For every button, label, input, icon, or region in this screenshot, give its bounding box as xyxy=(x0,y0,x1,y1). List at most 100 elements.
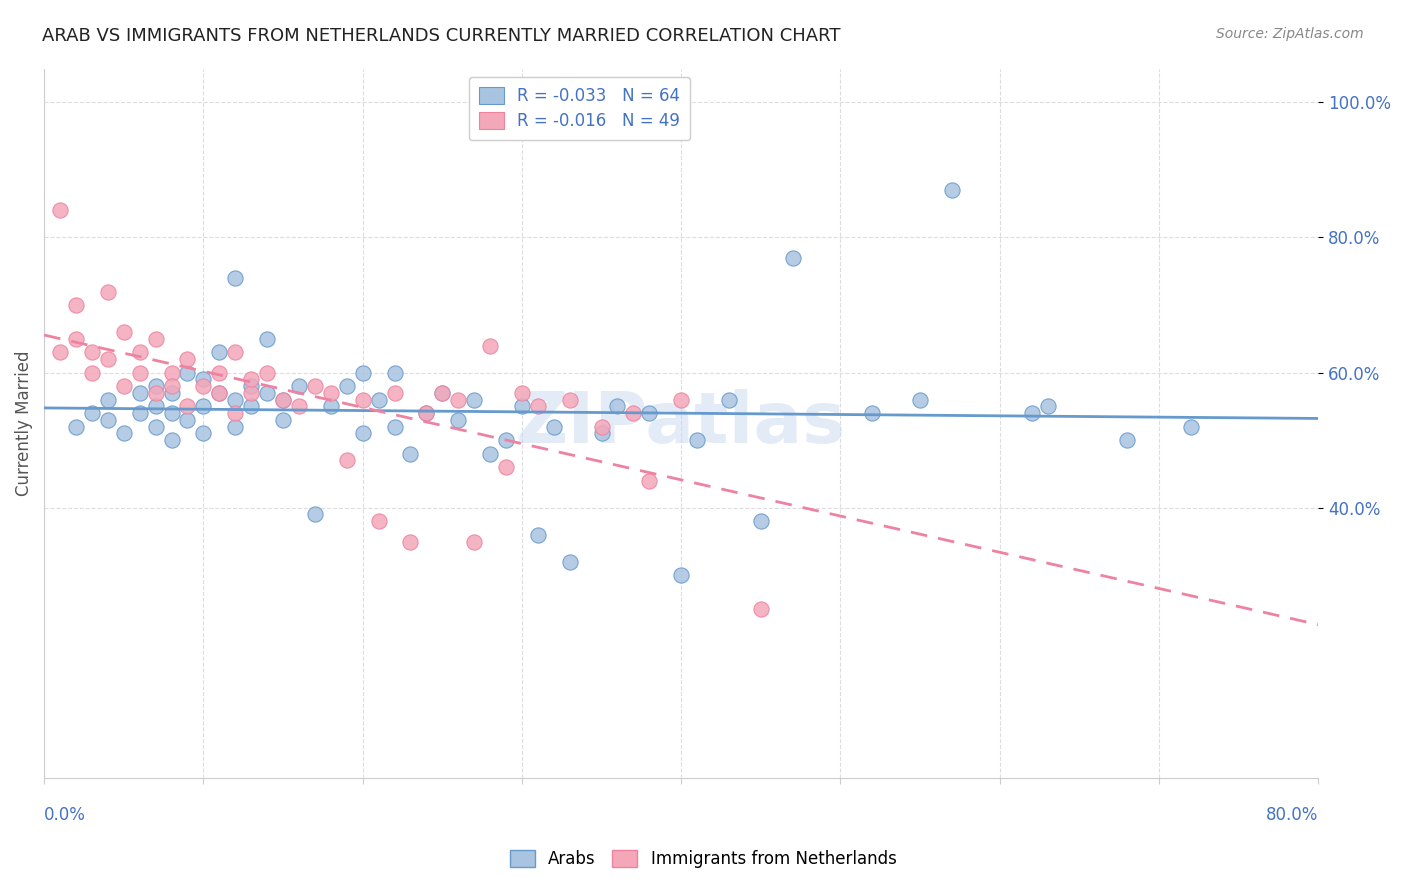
Point xyxy=(49,203,72,218)
Point xyxy=(224,271,246,285)
Point xyxy=(112,379,135,393)
Point xyxy=(240,372,263,386)
Point xyxy=(304,379,326,393)
Point xyxy=(558,555,581,569)
Point xyxy=(352,366,374,380)
Point xyxy=(97,392,120,407)
Point xyxy=(591,426,613,441)
Point xyxy=(256,332,278,346)
Point xyxy=(145,332,167,346)
Point xyxy=(941,183,963,197)
Point xyxy=(49,345,72,359)
Point xyxy=(128,366,150,380)
Point xyxy=(384,366,406,380)
Text: Source: ZipAtlas.com: Source: ZipAtlas.com xyxy=(1216,27,1364,41)
Text: ZIPatlas: ZIPatlas xyxy=(516,389,846,458)
Point xyxy=(415,406,437,420)
Point xyxy=(352,426,374,441)
Point xyxy=(193,400,215,414)
Point xyxy=(271,413,294,427)
Point xyxy=(208,385,231,400)
Point xyxy=(176,400,198,414)
Point xyxy=(463,534,485,549)
Point xyxy=(65,332,87,346)
Point xyxy=(256,385,278,400)
Point xyxy=(908,392,931,407)
Point xyxy=(543,419,565,434)
Point xyxy=(384,419,406,434)
Point xyxy=(288,400,311,414)
Point xyxy=(224,392,246,407)
Point xyxy=(240,400,263,414)
Point xyxy=(749,514,772,528)
Point xyxy=(176,352,198,367)
Point xyxy=(128,345,150,359)
Point xyxy=(80,406,103,420)
Point xyxy=(447,392,470,407)
Point xyxy=(256,366,278,380)
Point xyxy=(97,352,120,367)
Point xyxy=(336,453,359,467)
Point xyxy=(160,379,183,393)
Point xyxy=(160,366,183,380)
Point xyxy=(749,602,772,616)
Point xyxy=(319,400,342,414)
Point xyxy=(176,366,198,380)
Point xyxy=(176,413,198,427)
Point xyxy=(669,568,692,582)
Point xyxy=(288,379,311,393)
Point xyxy=(271,392,294,407)
Point xyxy=(112,325,135,339)
Point xyxy=(1021,406,1043,420)
Point xyxy=(399,447,422,461)
Point xyxy=(638,474,661,488)
Point xyxy=(145,385,167,400)
Point xyxy=(384,385,406,400)
Point xyxy=(510,385,533,400)
Point xyxy=(208,366,231,380)
Point xyxy=(638,406,661,420)
Point xyxy=(717,392,740,407)
Point xyxy=(606,400,628,414)
Point xyxy=(527,527,550,541)
Point xyxy=(240,385,263,400)
Point xyxy=(128,385,150,400)
Point xyxy=(145,419,167,434)
Point xyxy=(510,400,533,414)
Point xyxy=(240,379,263,393)
Point xyxy=(112,426,135,441)
Point xyxy=(495,433,517,447)
Point xyxy=(160,406,183,420)
Point xyxy=(80,366,103,380)
Point xyxy=(432,385,454,400)
Point xyxy=(304,508,326,522)
Point xyxy=(65,298,87,312)
Point xyxy=(432,385,454,400)
Point xyxy=(558,392,581,407)
Point xyxy=(782,251,804,265)
Point xyxy=(686,433,709,447)
Point xyxy=(527,400,550,414)
Point xyxy=(463,392,485,407)
Point xyxy=(224,406,246,420)
Text: 0.0%: 0.0% xyxy=(44,806,86,824)
Point xyxy=(447,413,470,427)
Point xyxy=(193,426,215,441)
Point xyxy=(160,433,183,447)
Point xyxy=(224,419,246,434)
Point xyxy=(479,338,502,352)
Point xyxy=(160,385,183,400)
Point xyxy=(208,385,231,400)
Point xyxy=(128,406,150,420)
Point xyxy=(336,379,359,393)
Legend: Arabs, Immigrants from Netherlands: Arabs, Immigrants from Netherlands xyxy=(503,843,903,875)
Point xyxy=(65,419,87,434)
Point xyxy=(591,419,613,434)
Point xyxy=(1180,419,1202,434)
Point xyxy=(193,379,215,393)
Point xyxy=(669,392,692,407)
Point xyxy=(319,385,342,400)
Legend: R = -0.033   N = 64, R = -0.016   N = 49: R = -0.033 N = 64, R = -0.016 N = 49 xyxy=(468,77,690,140)
Point xyxy=(367,392,389,407)
Point xyxy=(97,285,120,299)
